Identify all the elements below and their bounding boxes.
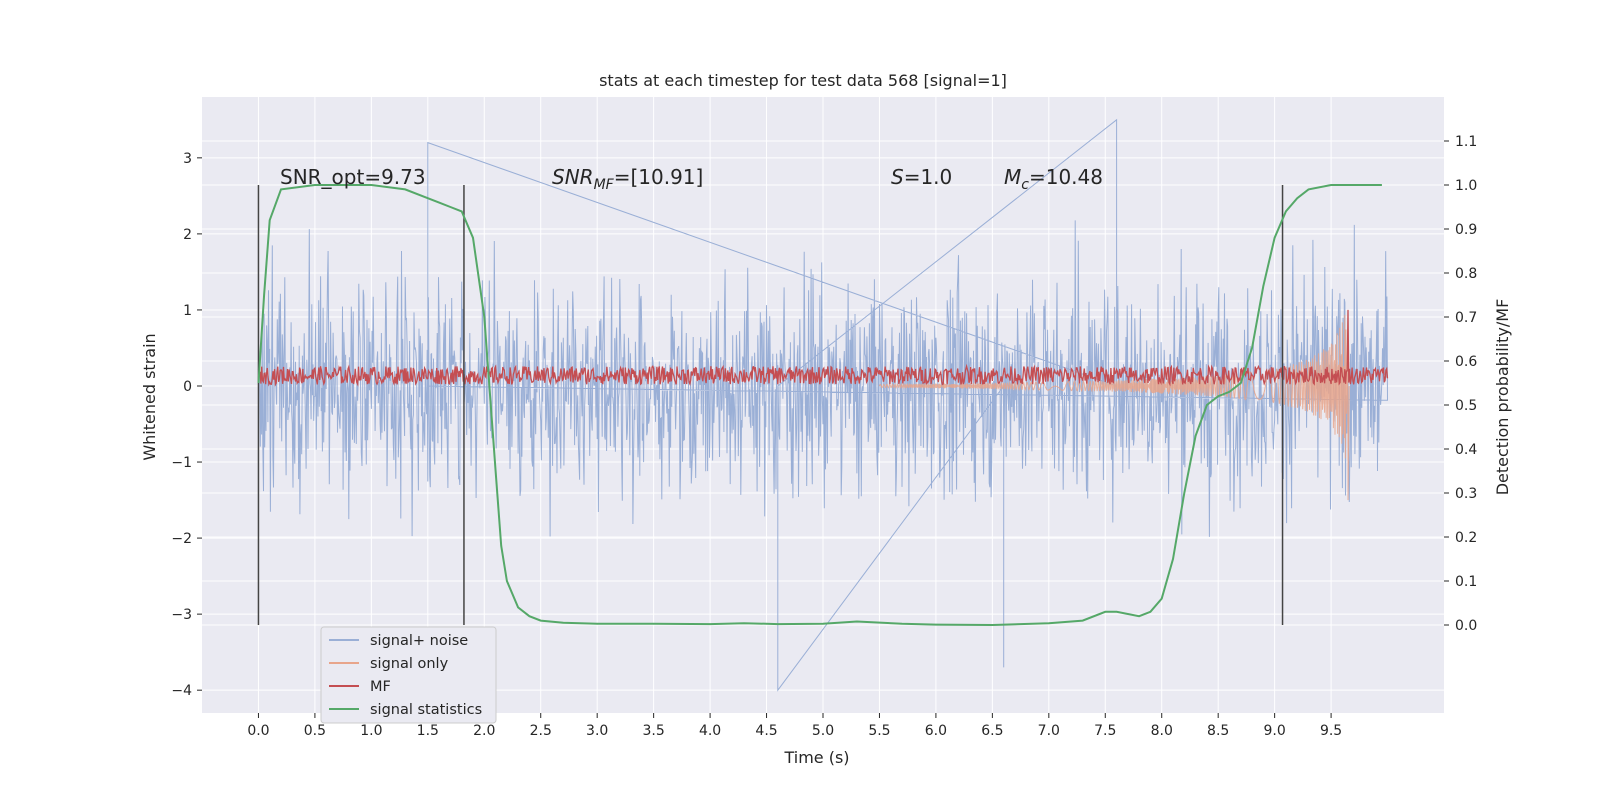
vertical-markers — [257, 185, 1284, 625]
annotation-snr-mf: SNRMF=[10.91] — [552, 165, 703, 193]
y-left-tick-label: 2 — [183, 227, 192, 243]
y-right-tick-label: 0.3 — [1455, 486, 1477, 502]
annotation-s: S=1.0 — [891, 165, 952, 189]
y-right-axis-ticks: 1.1 1.0 0.9 0.8 0.7 0.6 0.5 0.4 0.3 0.2 0.1 0.0 — [1444, 134, 1477, 634]
annotation-s-main: S — [891, 165, 904, 189]
annotation-mc: Mc=10.48 — [1004, 165, 1103, 193]
x-tick-label: 5.0 — [812, 723, 834, 739]
y-right-tick-label: 0.4 — [1455, 442, 1477, 458]
x-tick-label: 8.0 — [1151, 723, 1173, 739]
chart-title: stats at each timestep for test data 568… — [599, 71, 1007, 90]
series-mf — [257, 309, 1389, 387]
y-right-tick-label: 0.8 — [1455, 266, 1477, 282]
x-tick-label: 4.0 — [699, 723, 721, 739]
y-left-tick-label: −4 — [171, 683, 192, 699]
signal-noise-line — [258, 118, 1389, 692]
legend-label-signal-noise: signal+ noise — [370, 633, 468, 649]
y-left-tick-label: −2 — [171, 531, 192, 547]
x-tick-label: 7.0 — [1038, 723, 1060, 739]
x-tick-label: 3.5 — [643, 723, 665, 739]
y-left-axis-ticks: 3 2 1 0 −1 −2 −3 −4 — [171, 151, 202, 699]
x-tick-label: 0.0 — [247, 723, 269, 739]
y-right-axis-label: Detection probability/MF — [1493, 299, 1512, 496]
y-right-tick-label: 0.9 — [1455, 222, 1477, 238]
y-left-tick-label: −3 — [171, 607, 192, 623]
x-tick-label: 6.0 — [925, 723, 947, 739]
legend: signal+ noise signal only MF signal stat… — [320, 626, 497, 724]
annotation-mc-rest: =10.48 — [1029, 165, 1103, 189]
annotation-snr-mf-main: SNR — [552, 165, 594, 189]
x-axis-label: Time (s) — [783, 748, 849, 767]
annotation-mc-main: M — [1004, 165, 1021, 189]
annotation-mc-sub: c — [1021, 177, 1029, 193]
x-tick-label: 1.5 — [417, 723, 439, 739]
x-tick-label: 7.5 — [1094, 723, 1116, 739]
x-tick-label: 1.0 — [360, 723, 382, 739]
x-tick-label: 5.5 — [868, 723, 890, 739]
series-signal-noise — [258, 118, 1389, 692]
y-right-tick-label: 0.6 — [1455, 354, 1477, 370]
mf-line — [257, 309, 1389, 387]
y-right-tick-label: 1.1 — [1455, 134, 1477, 150]
x-tick-label: 0.5 — [304, 723, 326, 739]
y-right-tick-label: 1.0 — [1455, 178, 1477, 194]
y-left-axis-label: Whitened strain — [140, 333, 159, 460]
annotation-snr-opt: SNR_opt=9.73 — [280, 165, 426, 189]
y-left-tick-label: −1 — [171, 455, 192, 471]
x-axis-ticks: 0.0 0.5 1.0 1.5 2.0 2.5 3.0 3.5 4.0 4.5 5.0 5.5 6.0 6… — [247, 713, 1342, 739]
x-tick-label: 6.5 — [981, 723, 1003, 739]
y-left-tick-label: 3 — [183, 151, 192, 167]
y-right-tick-label: 0.1 — [1455, 574, 1477, 590]
x-tick-label: 2.5 — [530, 723, 552, 739]
annotation-snr-mf-sub: MF — [594, 177, 615, 193]
series-signal-statistics — [257, 184, 1382, 627]
legend-label-mf: MF — [370, 679, 391, 695]
annotation-s-rest: =1.0 — [904, 165, 953, 189]
y-left-tick-label: 0 — [183, 379, 192, 395]
x-tick-label: 2.0 — [473, 723, 495, 739]
annotations: SNR_opt=9.73 SNRMF=[10.91] S=1.0 Mc=10.4… — [280, 165, 1103, 193]
y-left-tick-label: 1 — [183, 303, 192, 319]
signal-statistics-line — [257, 184, 1382, 627]
y-right-tick-label: 0.5 — [1455, 398, 1477, 414]
x-tick-label: 3.0 — [586, 723, 608, 739]
y-right-tick-label: 0.7 — [1455, 310, 1477, 326]
x-tick-label: 9.5 — [1320, 723, 1342, 739]
legend-label-signal-only: signal only — [370, 656, 449, 672]
y-right-tick-label: 0.2 — [1455, 530, 1477, 546]
y-right-tick-label: 0.0 — [1455, 618, 1477, 634]
legend-box — [320, 626, 497, 724]
x-tick-label: 9.0 — [1264, 723, 1286, 739]
x-tick-label: 4.5 — [755, 723, 777, 739]
x-tick-label: 8.5 — [1207, 723, 1229, 739]
annotation-snr-mf-rest: =[10.91] — [614, 165, 704, 189]
legend-label-signal-statistics: signal statistics — [370, 702, 482, 718]
